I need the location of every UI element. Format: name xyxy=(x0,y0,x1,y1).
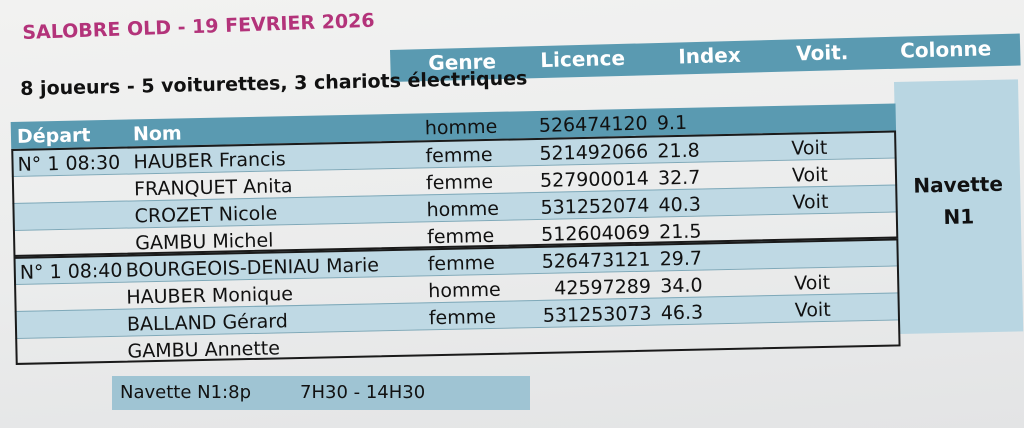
cell-depart: N° 1 08:40 xyxy=(19,259,123,284)
cell-voit: Voit xyxy=(794,298,831,322)
cell-index: 21.8 xyxy=(657,139,700,163)
cell-genre: femme xyxy=(428,305,497,330)
cell-licence: 521492066 xyxy=(539,140,649,165)
cell-genre: femme xyxy=(425,170,494,195)
cell-voit: Voit xyxy=(791,136,828,160)
cell-index: 40.3 xyxy=(658,193,702,217)
cell-genre: homme xyxy=(424,115,498,140)
cell-voit: Voit xyxy=(792,190,829,214)
tee-times-table: Départ Nom homme 526474120 9.1 N° 1 08:3… xyxy=(10,71,901,367)
cell-nom: GAMBU Michel xyxy=(135,229,274,255)
cell-depart: N° 1 08:30 xyxy=(17,151,121,176)
footer-navette-label: Navette N1:8p xyxy=(120,382,251,403)
colonne-column: Navette N1 xyxy=(894,79,1024,334)
cell-index: 32.7 xyxy=(657,166,701,190)
cell-voit: Voit xyxy=(791,163,829,187)
cell-index: 29.7 xyxy=(659,247,703,271)
cell-genre: homme xyxy=(428,278,501,303)
cell-licence: 531252074 xyxy=(540,194,650,219)
cell-index: 21.5 xyxy=(658,220,702,244)
cell-licence: 526473121 xyxy=(541,248,651,273)
cell-index: 9.1 xyxy=(656,111,688,135)
cell-genre: femme xyxy=(427,251,496,276)
header-colonne: Colonne xyxy=(899,36,992,63)
cell-genre: femme xyxy=(425,143,493,168)
cell-licence: 527900014 xyxy=(539,167,650,192)
cell-licence: 512604069 xyxy=(540,221,651,246)
cell-nom: CROZET Nicole xyxy=(134,202,278,228)
cell-genre: femme xyxy=(426,224,495,249)
colonne-navette-label: Navette xyxy=(913,171,1004,198)
header-voit: Voit. xyxy=(795,40,849,66)
cell-index: 34.0 xyxy=(660,274,703,298)
cell-voit: Voit xyxy=(793,271,831,295)
cell-genre: homme xyxy=(426,197,500,222)
cell-nom: GAMBU Annette xyxy=(127,337,281,363)
page-title: SALOBRE OLD - 19 FEVRIER 2026 xyxy=(22,9,375,44)
header-index: Index xyxy=(677,42,742,69)
cell-nom: HAUBER Francis xyxy=(133,148,286,174)
cell-licence: 531253073 xyxy=(542,302,652,327)
colonne-n1-label: N1 xyxy=(943,204,975,229)
header-licence: Licence xyxy=(540,45,626,73)
footer-navette-band: Navette N1:8p 7H30 - 14H30 xyxy=(112,376,530,410)
footer-hours: 7H30 - 14H30 xyxy=(300,382,426,403)
cell-licence: 42597289 xyxy=(554,275,652,300)
cell-licence: 526474120 xyxy=(538,112,648,137)
cell-index: 46.3 xyxy=(660,301,704,325)
